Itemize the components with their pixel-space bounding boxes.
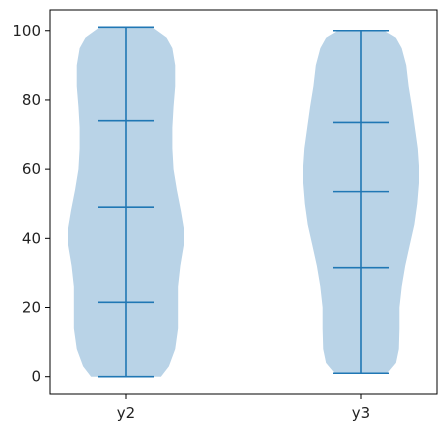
y-tick-label: 20	[22, 299, 41, 317]
y-axis: 0 20 40 60 80 100	[12, 22, 50, 386]
y-tick-label: 80	[22, 91, 41, 109]
x-tick-label: y2	[117, 404, 135, 422]
y-tick-label: 0	[31, 368, 41, 386]
y-tick-label: 40	[22, 229, 41, 247]
violin-layer	[68, 26, 419, 378]
x-tick-label: y3	[352, 404, 370, 422]
y-tick-label: 60	[22, 160, 41, 178]
x-axis: y2 y3	[117, 394, 370, 422]
y-tick-label: 100	[12, 22, 41, 40]
plot-frame	[49, 9, 438, 395]
